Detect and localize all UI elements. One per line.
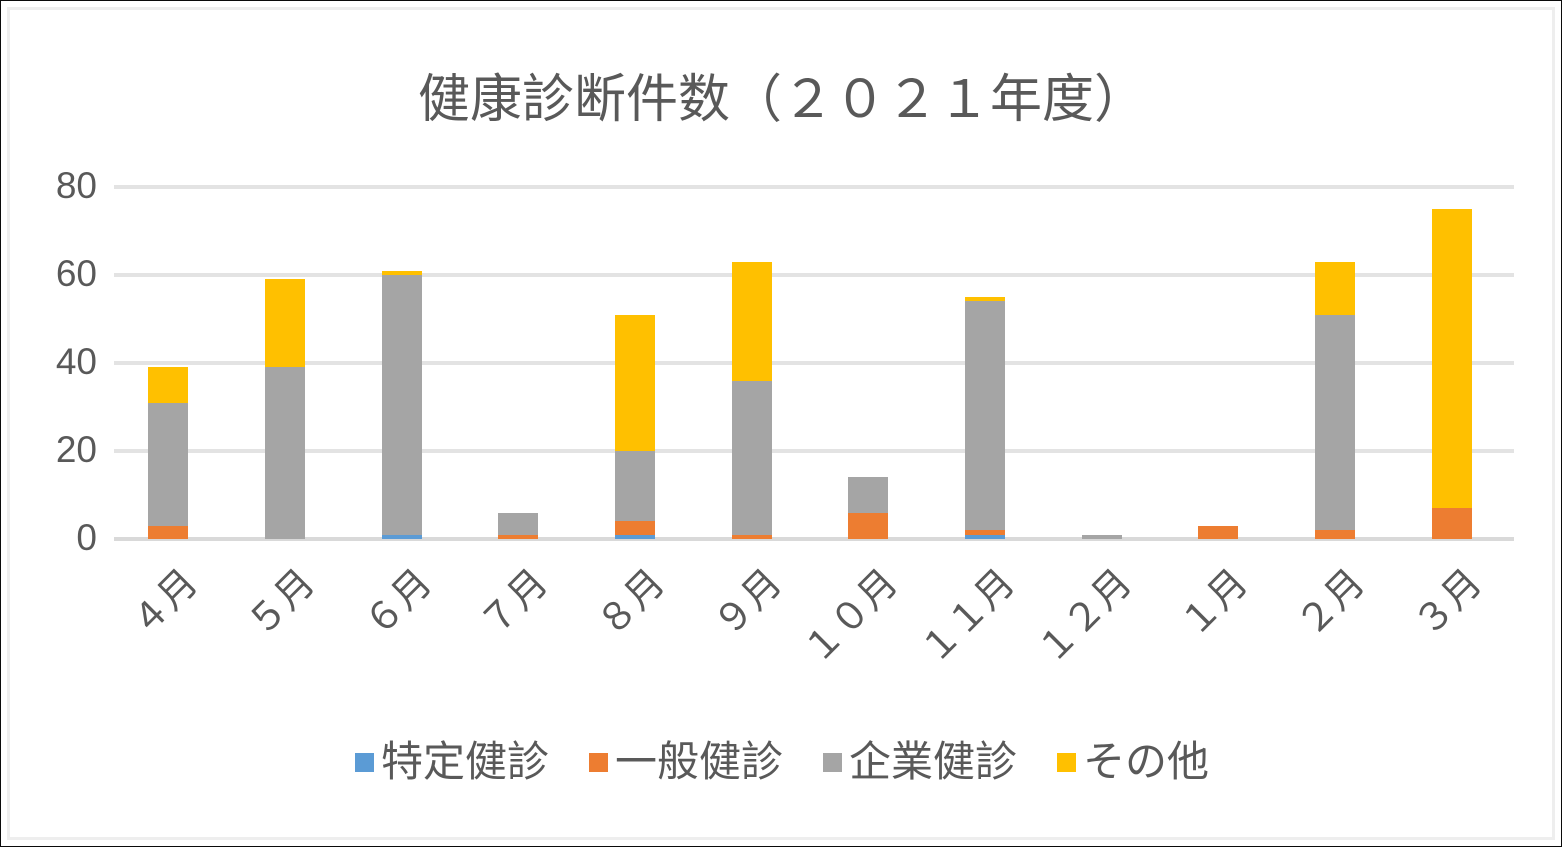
legend-item[interactable]: その他 [1057, 741, 1209, 783]
y-axis: 0 20 40 60 80 [11, 167, 97, 556]
y-tick-label: 60 [55, 253, 97, 294]
bar-segment[interactable] [1081, 534, 1122, 539]
chart-title: 健康診断件数（２０２１年度） [417, 71, 1146, 129]
bar-segment[interactable] [1315, 314, 1355, 531]
bar-group[interactable] [1198, 187, 1239, 539]
y-tick-label: 80 [55, 165, 97, 206]
bar-segment[interactable] [148, 402, 189, 526]
legend-swatch-icon [823, 752, 842, 772]
bar-segment[interactable] [148, 525, 189, 539]
legend-label: その他 [1083, 738, 1210, 785]
bar-segment[interactable] [615, 314, 655, 451]
bar-segment[interactable] [615, 451, 655, 522]
y-tick-label: 0 [76, 517, 97, 558]
legend-swatch-icon [1057, 752, 1077, 772]
gridline-20 [114, 449, 1514, 453]
x-axis: ４月 ５月 ６月 ７月 ８月 ９月 １０月 １１月 １２月 １月 ２月 ３月 [114, 543, 1514, 683]
y-tick-label: 40 [55, 341, 97, 382]
bar-segment[interactable] [498, 534, 539, 539]
bar-segment[interactable] [381, 270, 422, 275]
bar-segment[interactable] [381, 534, 422, 539]
bar-group[interactable] [615, 187, 655, 539]
bar-segment[interactable] [1431, 508, 1472, 539]
bar-group[interactable] [1431, 187, 1472, 539]
bar-segment[interactable] [848, 512, 889, 539]
bar-segment[interactable] [148, 367, 189, 403]
axis-line-zero [114, 537, 1514, 541]
legend-label: 特定健診 [380, 738, 549, 785]
y-tick-label: 20 [55, 429, 97, 470]
bar-group[interactable] [965, 187, 1005, 539]
bar-group[interactable] [1315, 187, 1355, 539]
chart-legend: 特定健診 一般健診 企業健診 その他 [1, 741, 1562, 783]
legend-label: 一般健診 [614, 738, 783, 785]
legend-swatch-icon [354, 752, 374, 772]
bar-group[interactable] [265, 187, 305, 539]
gridline-80 [114, 185, 1514, 189]
bar-group[interactable] [148, 187, 189, 539]
bar-segment[interactable] [615, 521, 655, 535]
bar-segment[interactable] [965, 301, 1005, 531]
gridline-60 [114, 273, 1514, 277]
bar-segment[interactable] [848, 477, 889, 513]
plot-area [114, 185, 1514, 541]
bar-segment[interactable] [965, 297, 1005, 302]
bar-segment[interactable] [498, 512, 539, 535]
bar-segment[interactable] [965, 530, 1005, 535]
bar-segment[interactable] [731, 534, 772, 539]
legend-swatch-icon [588, 752, 608, 772]
bar-segment[interactable] [1198, 525, 1239, 539]
legend-label: 企業健診 [849, 738, 1018, 785]
gridline-40 [114, 361, 1514, 365]
bar-segment[interactable] [1315, 530, 1355, 539]
bar-segment[interactable] [1315, 261, 1355, 315]
bar-group[interactable] [498, 187, 539, 539]
bar-segment[interactable] [615, 534, 655, 539]
bar-segment[interactable] [731, 261, 772, 381]
bar-group[interactable] [1081, 187, 1122, 539]
bar-segment[interactable] [1431, 209, 1472, 509]
bar-segment[interactable] [731, 380, 772, 535]
legend-item[interactable]: 企業健診 [823, 741, 1017, 783]
bar-group[interactable] [848, 187, 889, 539]
bar-segment[interactable] [381, 275, 422, 535]
bar-group[interactable] [731, 187, 772, 539]
legend-item[interactable]: 一般健診 [588, 738, 783, 785]
legend-item[interactable]: 特定健診 [354, 738, 549, 785]
bar-segment[interactable] [965, 534, 1005, 539]
bar-segment[interactable] [265, 279, 305, 368]
bar-group[interactable] [381, 187, 422, 539]
bar-segment[interactable] [265, 367, 305, 539]
